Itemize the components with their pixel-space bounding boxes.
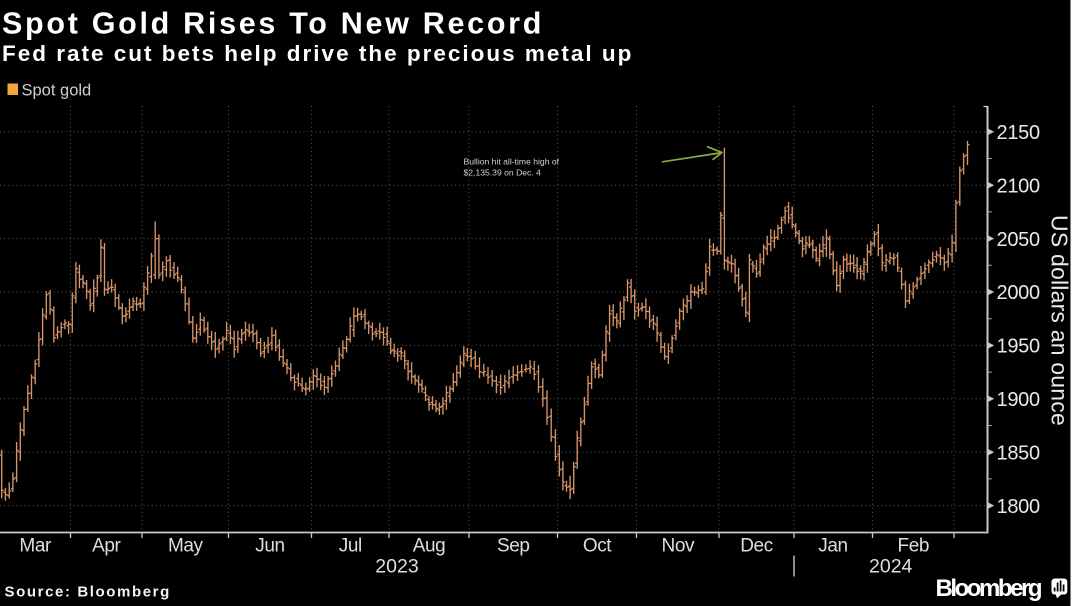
svg-text:1800: 1800 (997, 496, 1040, 518)
svg-text:Jan: Jan (818, 536, 847, 557)
svg-text:Dec: Dec (740, 536, 773, 557)
svg-text:Apr: Apr (92, 536, 121, 557)
svg-text:1900: 1900 (997, 389, 1040, 411)
svg-text:2024: 2024 (869, 556, 913, 578)
svg-text:Oct: Oct (583, 536, 612, 557)
svg-text:US dollars an ounce: US dollars an ounce (1047, 215, 1073, 426)
svg-text:Sep: Sep (497, 536, 530, 557)
svg-text:2000: 2000 (997, 282, 1040, 304)
svg-text:2023: 2023 (375, 556, 418, 578)
svg-text:Fed rate cut bets help drive t: Fed rate cut bets help drive the preciou… (2, 41, 633, 66)
svg-text:Bloomberg: Bloomberg (936, 575, 1042, 602)
svg-text:Aug: Aug (413, 536, 446, 557)
svg-text:Mar: Mar (19, 536, 52, 557)
svg-text:Bullion hit all-time high of: Bullion hit all-time high of (464, 157, 560, 167)
svg-text:$2,135.39 on Dec. 4: $2,135.39 on Dec. 4 (464, 167, 542, 177)
svg-text:Nov: Nov (662, 536, 695, 557)
svg-text:Jun: Jun (255, 536, 284, 557)
svg-text:Source: Bloomberg: Source: Bloomberg (5, 584, 171, 601)
svg-text:Feb: Feb (898, 536, 930, 557)
svg-text:Spot gold: Spot gold (22, 82, 92, 100)
svg-text:2150: 2150 (997, 122, 1040, 144)
svg-text:1850: 1850 (997, 442, 1040, 464)
svg-text:Jul: Jul (339, 536, 362, 557)
svg-text:Spot Gold Rises To New Record: Spot Gold Rises To New Record (2, 7, 544, 41)
svg-text:May: May (168, 536, 204, 557)
svg-text:2050: 2050 (997, 229, 1040, 251)
svg-text:1950: 1950 (997, 336, 1040, 358)
svg-text:2100: 2100 (997, 175, 1040, 197)
